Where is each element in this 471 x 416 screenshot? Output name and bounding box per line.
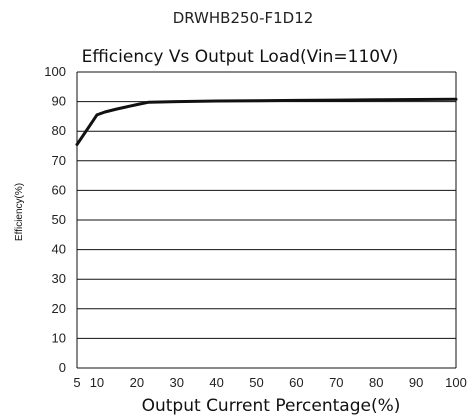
plot-grid xyxy=(76,71,457,369)
y-axis-label: Efficiency(%) xyxy=(14,183,25,241)
y-tick-label: 0 xyxy=(59,360,66,375)
x-tick-label: 60 xyxy=(289,375,303,390)
x-tick-label: 10 xyxy=(90,375,104,390)
x-tick-label: 30 xyxy=(170,375,184,390)
x-tick-labels: 5 10 20 30 40 50 60 70 80 90 100 xyxy=(73,375,466,390)
y-tick-label: 50 xyxy=(52,212,66,227)
y-tick-label: 40 xyxy=(52,242,66,257)
series-layer xyxy=(75,97,458,146)
y-tick-label: 70 xyxy=(52,153,66,168)
y-tick-label: 80 xyxy=(52,123,66,138)
y-tick-label: 90 xyxy=(52,94,66,109)
chart-title: Efficiency Vs Output Load(Vin=110V) xyxy=(82,47,399,67)
y-tick-labels: 0 10 20 30 40 50 60 70 80 90 100 xyxy=(44,64,66,375)
y-tick-label: 20 xyxy=(52,301,66,316)
x-tick-label: 70 xyxy=(329,375,343,390)
x-tick-label: 40 xyxy=(209,375,223,390)
y-tick-label: 30 xyxy=(52,271,66,286)
x-axis-label: Output Current Percentage(%) xyxy=(142,396,401,416)
model-title: DRWHB250-F1D12 xyxy=(173,9,314,27)
x-tick-label: 5 xyxy=(73,375,80,390)
y-tick-label: 100 xyxy=(44,64,66,79)
x-tick-label: 80 xyxy=(369,375,383,390)
x-tick-label: 100 xyxy=(445,375,467,390)
x-tick-label: 20 xyxy=(130,375,144,390)
y-tick-label: 10 xyxy=(52,330,66,345)
y-tick-label: 60 xyxy=(52,182,66,197)
x-tick-label: 50 xyxy=(249,375,263,390)
x-tick-label: 90 xyxy=(409,375,423,390)
efficiency-series-line xyxy=(75,97,458,146)
